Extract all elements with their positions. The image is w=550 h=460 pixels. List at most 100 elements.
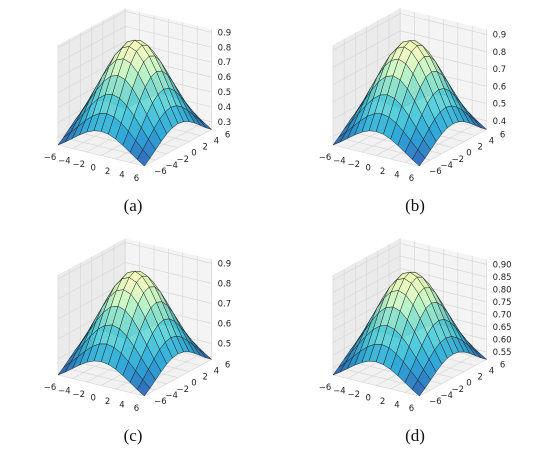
y-tick-label: 2 [202, 373, 207, 383]
surface [57, 39, 212, 167]
z-tick-label: 0.6 [218, 73, 232, 83]
surface-plot-panel-c: −6 −4 −2 0 2 4 6 −6 −4 −2 0 2 4 6 0.5 0.6 0.7 0.8 0.9 (c) [0, 230, 275, 460]
panel-caption: (d) [405, 426, 425, 445]
x-tick-label: 0 [90, 394, 95, 404]
x-tick-label: 4 [394, 171, 399, 181]
y-tick-label: 4 [489, 137, 494, 147]
x-tick-label: −4 [58, 157, 71, 167]
z-tick-label: 0.75 [493, 298, 512, 308]
x-tick-label: −2 [73, 390, 86, 400]
gridline [332, 268, 487, 306]
gridline [332, 13, 487, 51]
z-tick-label: 0.5 [218, 339, 232, 349]
surface-facet [136, 379, 151, 397]
x-tick-label: 2 [380, 397, 385, 407]
z-tick-label: 0.55 [493, 348, 512, 358]
z-tick-label: 0.70 [493, 310, 512, 320]
gridline [57, 40, 212, 79]
y-tick-label: 4 [214, 137, 219, 147]
surface-plot-panel-b: −6 −4 −2 0 2 4 6 −6 −4 −2 0 2 4 6 0.4 0.5 0.6 0.7 0.8 0.9 (… [275, 0, 550, 230]
x-tick-label: 2 [105, 167, 110, 177]
y-tick-label: 0 [466, 149, 471, 159]
y-tick-label: 0 [191, 149, 196, 159]
x-tick-label: −4 [333, 387, 346, 397]
x-tick-label: 4 [119, 171, 124, 181]
y-tick-label: −2 [177, 385, 190, 395]
y-tick-label: 4 [489, 367, 494, 377]
y-tick-label: 6 [500, 360, 505, 370]
x-tick-label: −6 [44, 153, 57, 163]
y-tick-label: 2 [202, 143, 207, 153]
y-tick-label: 0 [466, 379, 471, 389]
y-tick-label: −6 [154, 167, 167, 177]
surface [57, 270, 212, 397]
z-tick-label: 0.7 [218, 299, 232, 309]
y-tick-label: 4 [214, 367, 219, 377]
x-tick-label: 6 [134, 174, 139, 184]
x-tick-label: −6 [319, 153, 332, 163]
surface-facet [411, 379, 426, 397]
y-tick-label: 6 [225, 130, 230, 140]
y-tick-label: −4 [165, 161, 178, 171]
z-tick-label: 0.9 [218, 259, 232, 269]
z-tick-label: 0.90 [493, 260, 512, 270]
z-tick-label: 0.3 [218, 118, 232, 128]
x-tick-label: −2 [73, 160, 86, 170]
x-tick-label: −6 [319, 383, 332, 393]
z-tick-label: 0.9 [218, 28, 232, 38]
panel-caption: (a) [123, 196, 143, 215]
x-tick-label: 0 [90, 164, 95, 174]
y-tick-label: −2 [177, 155, 190, 165]
x-tick-label: 0 [365, 394, 370, 404]
x-tick-label: 6 [409, 174, 414, 184]
gridline [57, 11, 212, 49]
y-tick-label: 6 [225, 360, 230, 370]
x-tick-label: 4 [119, 401, 124, 411]
surface-plot-a: −6 −4 −2 0 2 4 6−6−4−202460.30.40.50.60.70.80.… [44, 8, 232, 184]
y-tick-label: 0 [191, 379, 196, 389]
z-tick-label: 0.8 [218, 279, 232, 289]
z-tick-label: 0.7 [493, 65, 507, 75]
gridline [332, 243, 487, 281]
panel-caption: (b) [405, 196, 425, 215]
z-tick-label: 0.6 [493, 82, 507, 92]
x-tick-label: 4 [394, 401, 399, 411]
gridline [419, 129, 487, 167]
x-tick-label: −6 [44, 383, 57, 393]
y-tick-label: −6 [429, 167, 442, 177]
y-tick-label: −6 [429, 397, 442, 407]
gridline [144, 359, 212, 397]
panel-caption: (c) [123, 426, 143, 445]
surface-plot-panel-a: −6 −4 −2 0 2 4 6 −6 −4 −2 0 2 4 6 0.3 0.4 0.5 0.6 0.7 0.8 0.… [0, 0, 275, 230]
surface-plot-d: −6 −4 −2 0 2 4 6−6−4−202460.550.600.650.700.75… [319, 238, 512, 414]
y-tick-label: −2 [452, 155, 465, 165]
gridline [57, 242, 212, 280]
surface-facet [411, 149, 426, 167]
gridline [332, 30, 487, 68]
surface [332, 271, 487, 397]
z-tick-label: 0.80 [493, 285, 512, 295]
z-tick-label: 0.65 [493, 323, 512, 333]
gridline [57, 262, 212, 300]
gridline [57, 25, 212, 64]
y-tick-label: −2 [452, 385, 465, 395]
x-tick-label: −2 [348, 390, 361, 400]
y-tick-label: 6 [500, 130, 505, 140]
surface-facet [136, 149, 151, 167]
x-tick-label: −4 [333, 157, 346, 167]
gridline [332, 255, 487, 293]
x-tick-label: 0 [365, 164, 370, 174]
x-tick-label: 2 [380, 167, 385, 177]
y-tick-label: −4 [440, 161, 453, 171]
z-tick-label: 0.7 [218, 58, 232, 68]
x-tick-label: 6 [409, 404, 414, 414]
gridline [419, 359, 487, 397]
y-tick-label: 2 [477, 373, 482, 383]
y-tick-label: −6 [154, 397, 167, 407]
surface-plot-panel-d: −6 −4 −2 0 2 4 6 −6 −4 −2 0 2 4 6 0.55 0.60 0.65 0.70 0.75… [275, 230, 550, 460]
x-tick-label: −4 [58, 387, 71, 397]
